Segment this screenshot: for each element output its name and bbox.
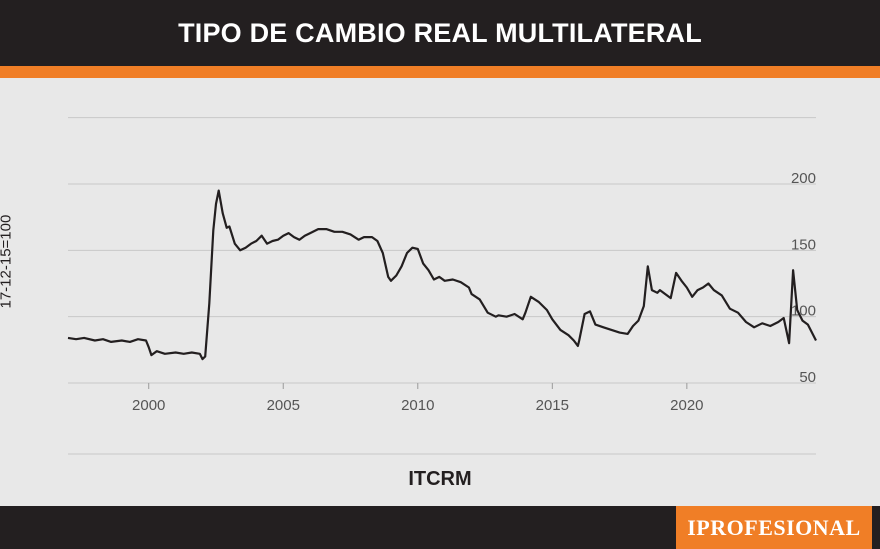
brand-name: IPROFESIONAL: [687, 514, 861, 540]
y-tick-label: 200: [791, 170, 816, 187]
brand-logo: IPROFESIONAL: [676, 506, 872, 549]
y-axis-label: 17-12-15=100: [0, 214, 15, 309]
header-bar: TIPO DE CAMBIO REAL MULTILATERAL: [0, 0, 880, 66]
x-tick-label: 2000: [132, 397, 165, 414]
x-tick-label: 2020: [670, 397, 703, 414]
y-tick-label: 50: [799, 369, 816, 386]
y-tick-label: 100: [791, 303, 816, 320]
y-tick-label: 150: [791, 236, 816, 253]
x-tick-label: 2015: [536, 397, 569, 414]
series-line: [67, 189, 817, 361]
line-chart: 50 100 150 200 2000 2005 2010 2015 2020: [67, 117, 817, 455]
x-tick-label: 2010: [401, 397, 434, 414]
chart-title: TIPO DE CAMBIO REAL MULTILATERAL: [178, 17, 702, 48]
chart-area: 50 100 150 200 2000 2005 2010 2015 2020: [0, 78, 880, 506]
x-tick-label: 2005: [267, 397, 300, 414]
x-axis-label: ITCRM: [408, 468, 472, 490]
accent-bar: [0, 66, 880, 78]
